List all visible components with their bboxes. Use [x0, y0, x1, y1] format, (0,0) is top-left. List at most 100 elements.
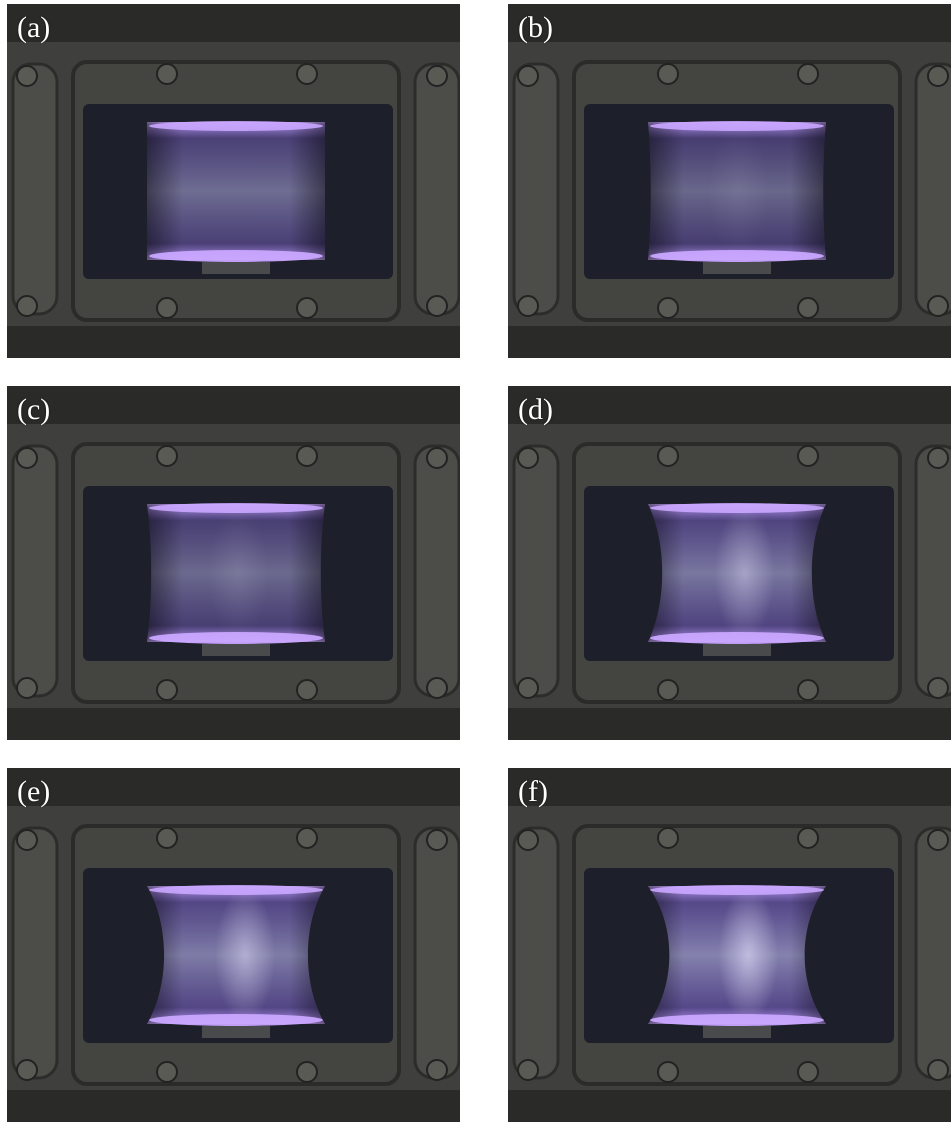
bolt — [156, 827, 178, 849]
upper-electrode-glow — [650, 503, 824, 513]
left-column — [11, 444, 59, 698]
plasma-core-glow — [206, 123, 266, 259]
lower-electrode-glow — [650, 1014, 824, 1026]
lower-electrode-glow — [650, 250, 824, 262]
left-column — [512, 444, 560, 698]
bolt — [426, 1059, 448, 1081]
top-rail — [508, 386, 951, 424]
electrode-base — [202, 1026, 270, 1038]
electrode-base — [703, 262, 771, 274]
bolt — [156, 1061, 178, 1083]
right-column — [413, 62, 460, 316]
photo-panel-c: (c) — [7, 386, 460, 740]
bolt — [296, 679, 318, 701]
upper-electrode-glow — [149, 121, 323, 131]
discharge-photo-c — [7, 386, 460, 740]
left-column — [11, 62, 59, 316]
upper-electrode-glow — [650, 121, 824, 131]
bolt — [296, 445, 318, 467]
panel-label-c: (c) — [17, 393, 51, 426]
lower-electrode-glow — [149, 250, 323, 262]
bolt — [16, 447, 38, 469]
bottom-rail — [7, 1090, 460, 1122]
bolt — [156, 63, 178, 85]
bolt — [16, 677, 38, 699]
left-column — [512, 62, 560, 316]
panel-label-e: (e) — [17, 775, 51, 808]
panel-label-b: (b) — [518, 11, 553, 44]
bottom-rail — [508, 326, 951, 358]
bolt — [657, 63, 679, 85]
panel-label-f: (f) — [518, 775, 548, 808]
photo-panel-d: (d) — [508, 386, 951, 740]
bolt — [927, 677, 949, 699]
bolt — [156, 445, 178, 467]
bolt — [927, 447, 949, 469]
right-column — [914, 62, 951, 316]
bolt — [657, 297, 679, 319]
bolt — [797, 297, 819, 319]
bolt — [156, 679, 178, 701]
discharge-photo-e — [7, 768, 460, 1122]
bottom-rail — [508, 708, 951, 740]
lower-electrode-glow — [149, 1014, 323, 1026]
bolt — [797, 63, 819, 85]
photo-panel-b: (b) — [508, 4, 951, 358]
discharge-photo-d — [508, 386, 951, 740]
right-column — [413, 444, 460, 698]
bolt — [927, 1059, 949, 1081]
plasma-core-glow — [718, 887, 779, 1023]
top-rail — [508, 4, 951, 42]
discharge-photo-a — [7, 4, 460, 358]
bolt — [426, 65, 448, 87]
bolt — [426, 295, 448, 317]
lower-electrode-glow — [650, 632, 824, 644]
bolt — [426, 447, 448, 469]
plasma-core-glow — [714, 505, 775, 641]
left-column — [512, 826, 560, 1080]
bolt — [16, 829, 38, 851]
bolt — [16, 1059, 38, 1081]
panel-label-d: (d) — [518, 393, 553, 426]
bolt — [517, 677, 539, 699]
plasma-core-glow — [215, 887, 275, 1023]
top-rail — [7, 768, 460, 806]
panel-label-a: (a) — [17, 11, 51, 44]
electrode-base — [703, 644, 771, 656]
bottom-rail — [7, 326, 460, 358]
bolt — [426, 829, 448, 851]
plasma-core-glow — [708, 123, 769, 259]
bolt — [296, 1061, 318, 1083]
electrode-base — [703, 1026, 771, 1038]
bolt — [657, 1061, 679, 1083]
top-rail — [508, 768, 951, 806]
bolt — [797, 827, 819, 849]
right-column — [413, 826, 460, 1080]
bolt — [517, 65, 539, 87]
discharge-photo-b — [508, 4, 951, 358]
bolt — [657, 679, 679, 701]
right-column — [914, 826, 951, 1080]
bolt — [797, 445, 819, 467]
bolt — [927, 295, 949, 317]
right-column — [914, 444, 951, 698]
bolt — [927, 829, 949, 851]
discharge-photo-f — [508, 768, 951, 1122]
lower-electrode-glow — [149, 632, 323, 644]
bottom-rail — [7, 708, 460, 740]
bolt — [797, 1061, 819, 1083]
electrode-base — [202, 262, 270, 274]
bolt — [426, 677, 448, 699]
photo-panel-f: (f) — [508, 768, 951, 1122]
bolt — [16, 295, 38, 317]
bolt — [927, 65, 949, 87]
bolt — [296, 63, 318, 85]
bolt — [517, 295, 539, 317]
bolt — [657, 827, 679, 849]
bolt — [156, 297, 178, 319]
photo-panel-e: (e) — [7, 768, 460, 1122]
bolt — [296, 827, 318, 849]
photo-panel-a: (a) — [7, 4, 460, 358]
upper-electrode-glow — [149, 885, 323, 895]
upper-electrode-glow — [650, 885, 824, 895]
